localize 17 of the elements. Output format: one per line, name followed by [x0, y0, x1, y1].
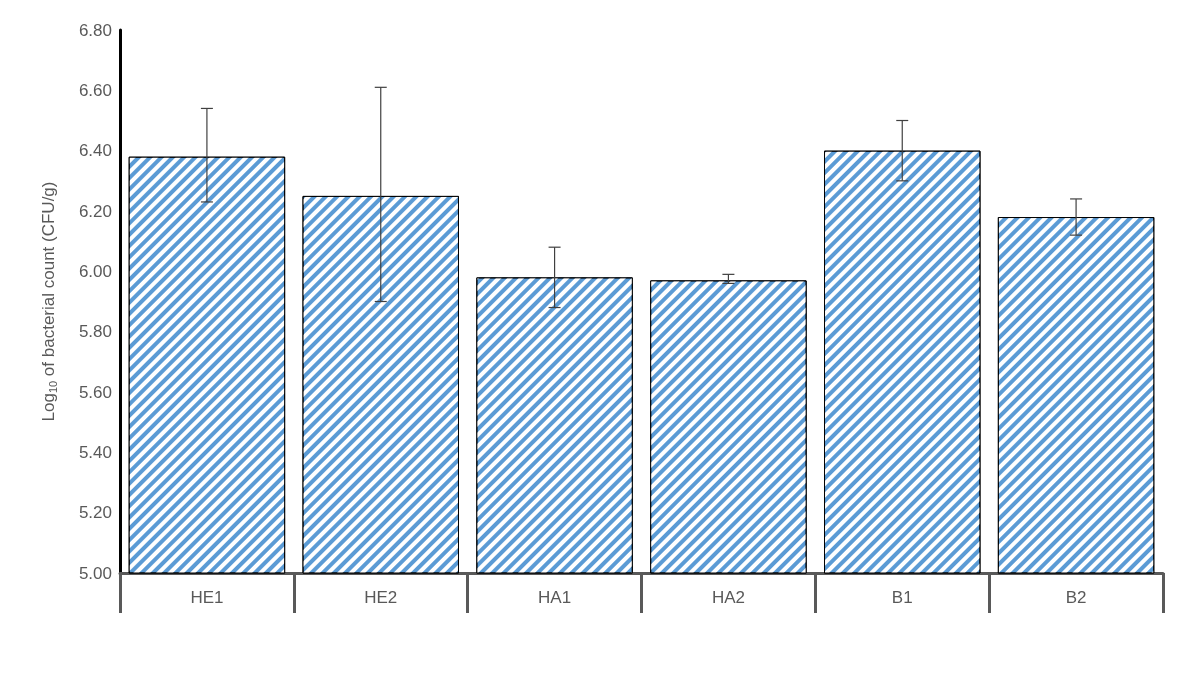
y-tick-label: 6.20 [78, 201, 112, 221]
y-tick-label: 6.80 [78, 20, 112, 40]
x-tick-label: HA1 [538, 588, 572, 607]
y-axis-title: Log10 of bacterial count (CFU/g) [39, 181, 59, 422]
y-tick-label: 5.80 [78, 322, 112, 342]
y-tick-label: 5.20 [78, 503, 112, 523]
y-tick-label: 5.40 [78, 442, 112, 462]
x-tick-label: B2 [1065, 588, 1087, 607]
x-tick-label: B1 [891, 588, 913, 607]
y-tick-label: 6.60 [78, 80, 112, 100]
y-tick-label: 6.40 [78, 141, 112, 161]
y-tick-label: 6.00 [78, 261, 112, 281]
x-tick-label: HA2 [711, 588, 745, 607]
x-tick-label: HE2 [364, 588, 398, 607]
x-tick-label: HE1 [190, 588, 224, 607]
y-tick-label: 5.60 [78, 382, 112, 402]
y-tick-label: 5.00 [78, 563, 112, 583]
